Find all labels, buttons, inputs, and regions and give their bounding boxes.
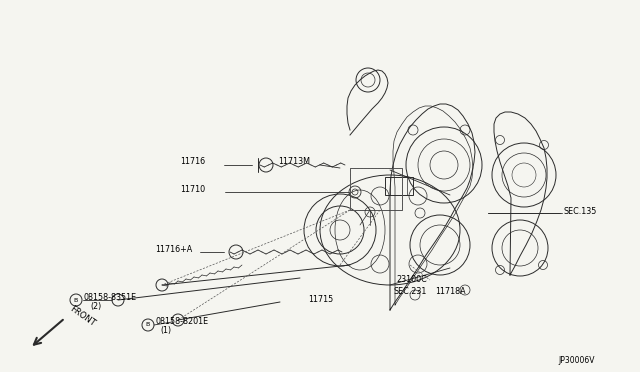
Bar	[350, 168, 402, 210]
Text: JP30006V: JP30006V	[559, 356, 595, 365]
Text: FRONT: FRONT	[68, 304, 97, 328]
Text: 11718A: 11718A	[435, 286, 466, 295]
Text: B: B	[146, 323, 150, 327]
Text: 11715: 11715	[308, 295, 333, 305]
Text: SEC.135: SEC.135	[563, 206, 596, 215]
Text: SEC.231: SEC.231	[393, 286, 426, 295]
Text: 11716+A: 11716+A	[155, 244, 192, 253]
Text: 11716: 11716	[180, 157, 205, 167]
Text: B: B	[74, 298, 78, 302]
Text: 23100C: 23100C	[396, 276, 427, 285]
Bar	[385, 177, 413, 195]
Text: 08158-8201E: 08158-8201E	[155, 317, 208, 327]
Text: (2): (2)	[90, 301, 101, 311]
Text: 11710: 11710	[180, 185, 205, 193]
Text: 08158-8351E: 08158-8351E	[84, 292, 137, 301]
Text: 11713M: 11713M	[278, 157, 310, 166]
Text: (1): (1)	[160, 327, 171, 336]
